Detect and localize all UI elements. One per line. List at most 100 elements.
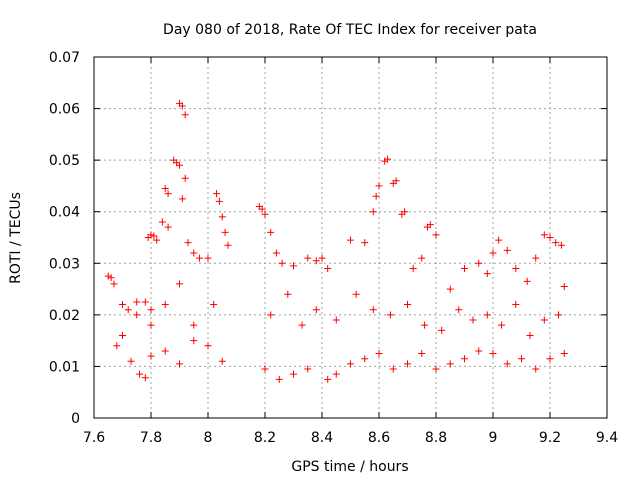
data-point	[375, 182, 383, 190]
data-point	[432, 231, 440, 239]
data-points	[104, 99, 568, 383]
data-point	[375, 350, 383, 358]
x-tick-label: 9.2	[539, 430, 561, 446]
data-point	[290, 262, 297, 270]
data-point	[404, 301, 411, 309]
data-point	[432, 365, 440, 373]
data-point	[298, 321, 306, 329]
data-point	[392, 177, 400, 185]
plot-frame	[93, 56, 608, 419]
data-point	[213, 190, 221, 198]
data-point	[161, 185, 169, 193]
data-point	[438, 326, 446, 334]
data-point	[546, 355, 554, 363]
x-tick-label: 8	[204, 430, 213, 446]
data-point	[267, 228, 275, 236]
chart-title: Day 080 of 2018, Rate Of TEC Index for r…	[163, 22, 537, 38]
data-point	[147, 352, 155, 360]
data-point	[540, 316, 548, 324]
data-point	[278, 259, 286, 267]
data-point	[347, 236, 354, 244]
data-point	[418, 350, 426, 358]
data-point	[312, 306, 320, 314]
data-point	[284, 290, 292, 298]
x-tick-label: 7.8	[140, 430, 162, 446]
data-point	[218, 213, 226, 221]
data-point	[418, 254, 426, 262]
data-point	[324, 264, 332, 272]
data-point	[489, 350, 497, 358]
data-point	[483, 270, 491, 278]
data-point	[518, 355, 525, 363]
data-point	[369, 208, 377, 216]
data-point	[161, 347, 169, 355]
data-point	[161, 301, 169, 309]
data-point	[332, 316, 340, 324]
x-tick-label: 8.4	[311, 430, 333, 446]
data-point	[261, 365, 269, 373]
data-point	[384, 155, 392, 163]
data-point	[119, 301, 126, 309]
x-axis-label: GPS time / hours	[291, 459, 408, 475]
data-point	[275, 375, 283, 383]
data-point	[540, 231, 548, 239]
data-point	[446, 285, 454, 293]
data-point	[190, 337, 198, 345]
data-point	[455, 306, 463, 314]
data-point	[181, 174, 189, 182]
y-tick-label: 0.07	[49, 50, 80, 66]
y-tick-label: 0	[71, 411, 80, 427]
data-point	[523, 277, 531, 285]
data-point	[546, 234, 554, 241]
data-point	[512, 301, 520, 309]
data-point	[153, 236, 161, 244]
x-tick-labels: 7.6 7.8 8 8.2 8.4 8.6 8.8 9 9.2 9.4	[83, 430, 618, 446]
data-point	[324, 375, 332, 383]
data-point	[475, 259, 483, 267]
data-point	[215, 197, 223, 205]
data-point	[503, 246, 511, 254]
data-point	[204, 254, 212, 262]
data-point	[258, 205, 266, 213]
data-point	[361, 355, 369, 363]
data-point	[221, 228, 229, 236]
data-point	[210, 301, 218, 309]
data-point	[389, 365, 397, 373]
data-point	[318, 254, 326, 262]
data-point	[498, 321, 506, 329]
data-point	[178, 195, 186, 203]
data-point	[141, 298, 149, 306]
data-point	[178, 102, 186, 110]
data-point	[164, 190, 172, 198]
y-axis-label: ROTI / TECUs	[8, 192, 24, 284]
data-point	[133, 311, 141, 319]
data-point	[489, 249, 497, 257]
x-tick-label: 9	[489, 430, 498, 446]
data-point	[426, 221, 434, 229]
data-point	[552, 239, 560, 247]
data-point	[369, 306, 377, 314]
data-point	[475, 347, 483, 355]
data-point	[176, 360, 183, 368]
data-point	[158, 218, 166, 226]
data-point	[272, 249, 280, 257]
data-point	[526, 331, 534, 339]
y-tick-labels: 0 0.01 0.02 0.03 0.04 0.05 0.06 0.07	[49, 50, 80, 427]
data-point	[304, 254, 312, 262]
data-point	[386, 311, 394, 319]
data-point	[290, 370, 297, 378]
data-point	[147, 306, 155, 314]
data-point	[141, 374, 149, 382]
data-point	[181, 111, 189, 119]
data-point	[110, 280, 118, 288]
data-point	[204, 342, 212, 350]
data-point	[104, 272, 112, 280]
data-point	[190, 321, 198, 329]
data-point	[555, 311, 563, 319]
data-point	[133, 298, 141, 306]
data-point	[190, 249, 198, 257]
data-point	[446, 360, 454, 368]
x-tick-label: 9.4	[596, 430, 618, 446]
y-tick-label: 0.03	[49, 256, 80, 272]
